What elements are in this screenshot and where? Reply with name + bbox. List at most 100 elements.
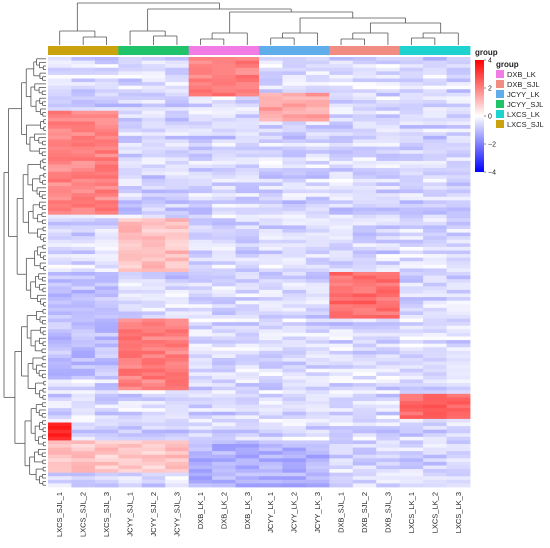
heatmap-cell: [446, 458, 471, 463]
heatmap-cell: [118, 426, 143, 431]
heatmap-cell: [282, 268, 307, 273]
heatmap-cell: [94, 135, 119, 140]
heatmap-cell: [282, 96, 307, 101]
heatmap-cell: [305, 340, 330, 345]
heatmap-cell: [446, 368, 471, 373]
heatmap-cell: [165, 171, 190, 176]
heatmap-cell: [188, 171, 213, 176]
heatmap-cell: [235, 246, 260, 251]
heatmap-cell: [212, 401, 236, 405]
heatmap-cell: [235, 350, 260, 355]
heatmap-cell: [399, 225, 424, 230]
heatmap-cell: [94, 426, 119, 431]
heatmap-cell: [188, 472, 213, 477]
heatmap-cell: [94, 207, 119, 212]
color-scale-tick-label: 0: [488, 114, 492, 121]
legend-label: DXB_SJL: [507, 80, 540, 89]
heatmap-cell: [48, 479, 72, 484]
heatmap-cell: [165, 261, 190, 266]
heatmap-cell: [446, 221, 471, 226]
heatmap-cell: [71, 78, 96, 83]
heatmap-cell: [352, 469, 377, 474]
heatmap-cell: [376, 307, 401, 312]
heatmap-cell: [329, 404, 354, 409]
heatmap-cell: [282, 297, 307, 302]
annotation-cell: [94, 46, 119, 55]
heatmap-cell: [282, 67, 307, 72]
heatmap-cell: [188, 132, 213, 137]
heatmap-cell: [48, 121, 72, 126]
heatmap-cell: [399, 268, 424, 273]
heatmap-cell: [305, 143, 330, 147]
heatmap-cell: [71, 168, 96, 173]
heatmap-cell: [376, 168, 401, 173]
heatmap-cell: [94, 125, 119, 130]
heatmap-cell: [423, 150, 447, 155]
heatmap-cell: [423, 415, 447, 420]
heatmap-cell: [352, 426, 377, 431]
heatmap-cell: [446, 254, 471, 259]
heatmap-cell: [212, 300, 236, 305]
heatmap-cell: [376, 175, 401, 180]
heatmap-cell: [212, 196, 236, 201]
heatmap-cell: [259, 100, 283, 104]
heatmap-cell: [329, 150, 354, 155]
heatmap-cell: [352, 89, 377, 94]
heatmap-cell: [305, 465, 330, 470]
heatmap-cell: [423, 325, 447, 330]
heatmap-cell: [376, 164, 401, 169]
heatmap-cell: [141, 350, 166, 355]
heatmap-cell: [352, 85, 377, 90]
heatmap-cell: [423, 401, 447, 405]
heatmap-cell: [282, 469, 307, 474]
heatmap-cell: [235, 300, 260, 305]
heatmap-cell: [399, 386, 424, 391]
heatmap-cell: [329, 343, 354, 348]
heatmap-cell: [352, 325, 377, 330]
heatmap-cell: [423, 189, 447, 194]
heatmap-cell: [118, 182, 143, 187]
heatmap-cell: [352, 347, 377, 352]
heatmap-cell: [282, 300, 307, 305]
heatmap-cell: [399, 218, 424, 223]
heatmap-cell: [446, 354, 471, 359]
heatmap-cell: [376, 207, 401, 212]
heatmap-cell: [446, 336, 471, 341]
column-label: JCYY_LK_3: [313, 492, 322, 533]
heatmap-cell: [329, 461, 354, 466]
heatmap-cell: [259, 469, 283, 474]
heatmap-cell: [212, 343, 236, 348]
heatmap-cell: [282, 71, 307, 76]
heatmap-cell: [165, 393, 190, 398]
heatmap-cell: [423, 164, 447, 169]
heatmap-cell: [165, 336, 190, 341]
heatmap-cell: [141, 332, 166, 337]
heatmap-cell: [94, 329, 119, 334]
heatmap-cell: [48, 325, 72, 330]
heatmap-cell: [235, 282, 260, 287]
heatmap-cell: [48, 375, 72, 380]
heatmap-cell: [212, 186, 236, 190]
heatmap-cell: [94, 164, 119, 169]
heatmap-cell: [212, 114, 236, 119]
heatmap-cell: [446, 461, 471, 466]
heatmap-cell: [165, 454, 190, 459]
heatmap-cell: [48, 135, 72, 140]
heatmap-cell: [165, 461, 190, 466]
heatmap-cell: [141, 282, 166, 287]
heatmap-cell: [118, 193, 143, 198]
heatmap-cell: [329, 354, 354, 359]
heatmap-cell: [282, 454, 307, 459]
heatmap-cell: [423, 232, 447, 237]
heatmap-cell: [165, 386, 190, 391]
heatmap-cell: [141, 82, 166, 87]
heatmap-cell: [352, 311, 377, 316]
heatmap-cell: [235, 322, 260, 327]
heatmap-cell: [188, 379, 213, 384]
heatmap-cell: [399, 132, 424, 137]
heatmap-cell: [399, 279, 424, 284]
heatmap-cell: [399, 168, 424, 173]
heatmap-cell: [235, 67, 260, 72]
heatmap-cell: [48, 257, 72, 262]
heatmap-cell: [376, 236, 401, 241]
